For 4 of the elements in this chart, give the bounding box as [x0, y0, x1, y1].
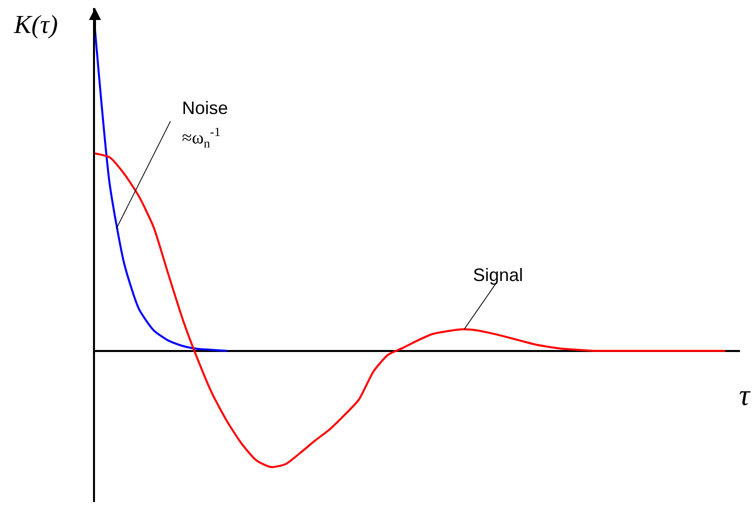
- y-axis-title: K(τ): [13, 10, 58, 39]
- annotation: Signal: [473, 265, 524, 285]
- annotation: Noise: [182, 98, 228, 118]
- x-axis-title: τ: [739, 379, 751, 412]
